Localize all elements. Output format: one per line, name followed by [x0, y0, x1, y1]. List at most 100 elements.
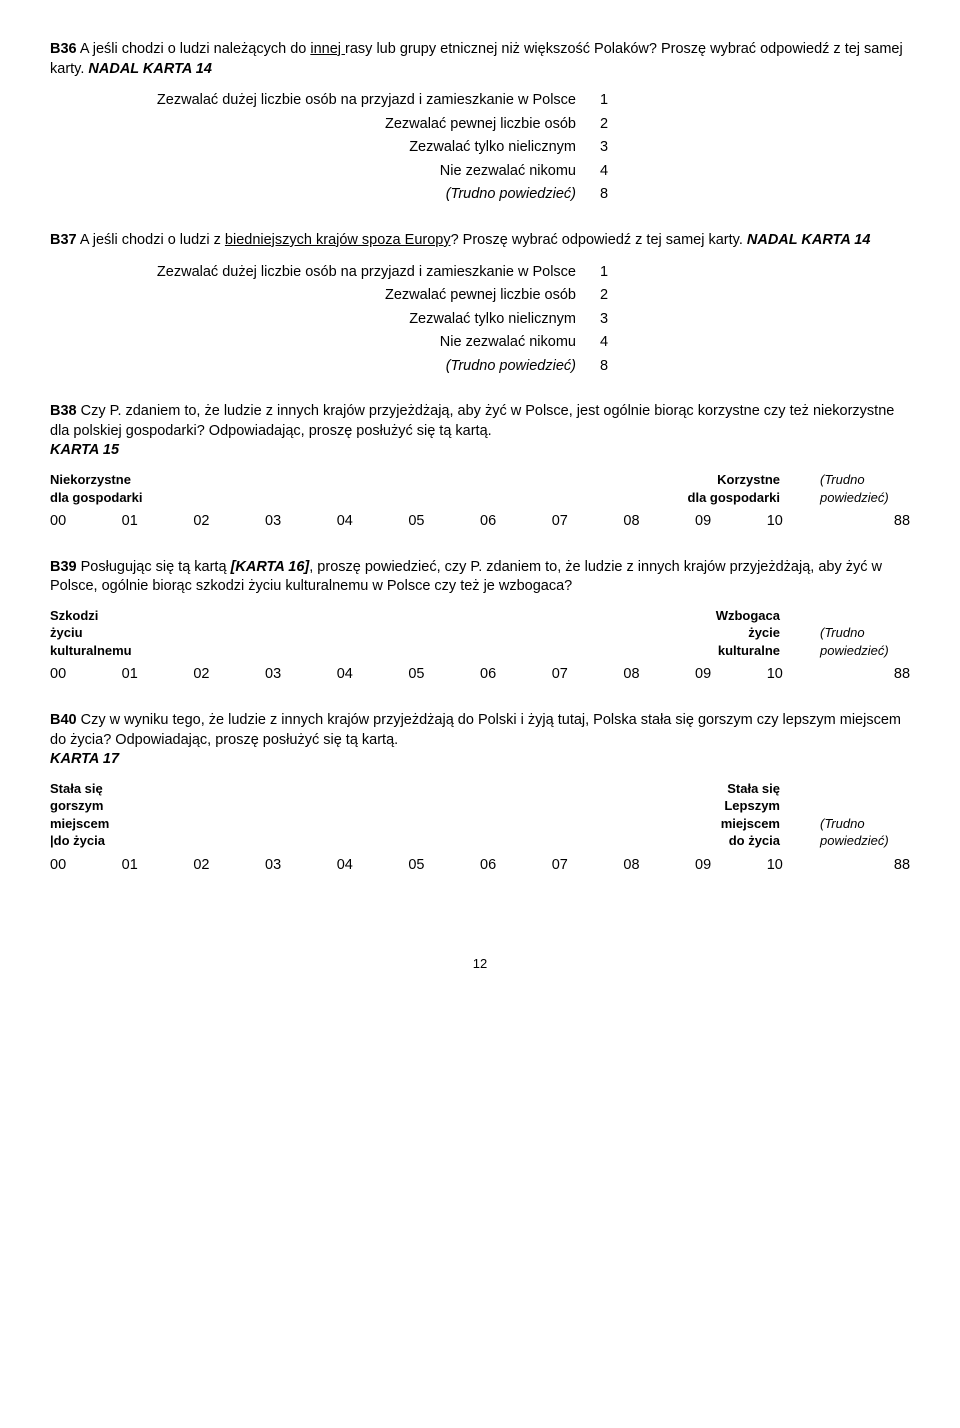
option-row: Zezwalać dużej liczbie osób na przyjazd … [50, 261, 910, 285]
question-b38: B38 Czy P. zdaniem to, że ludzie z innyc… [50, 402, 910, 461]
q-code: B40 [50, 712, 77, 728]
scale-value: 00 [50, 512, 122, 532]
option-label: Zezwalać tylko nielicznym [409, 138, 600, 158]
scale-value: 10 [767, 512, 839, 532]
scale-value: 01 [122, 856, 194, 876]
option-label: Zezwalać tylko nielicznym [409, 310, 600, 330]
page-number: 12 [50, 955, 910, 973]
scale-value: 07 [552, 856, 624, 876]
option-number: 4 [600, 333, 910, 353]
option-number: 4 [600, 162, 910, 182]
scale-numbers: 000102030405060708091088 [50, 512, 910, 532]
scale-value: 00 [50, 856, 122, 876]
scale-value: 02 [193, 665, 265, 685]
scale-value: 06 [480, 665, 552, 685]
option-number: 1 [600, 91, 910, 111]
q-text: Posługując się tą kartą [77, 559, 231, 575]
option-label: Zezwalać pewnej liczbie osób [385, 286, 600, 306]
option-number: 2 [600, 115, 910, 135]
scale-value: 10 [767, 665, 839, 685]
scale-left-label: Stała sięgorszymmiejscem|do życia [50, 780, 109, 850]
q-code: B38 [50, 403, 77, 419]
scale-value: 07 [552, 512, 624, 532]
q-code: B36 [50, 41, 77, 57]
option-row: Zezwalać pewnej liczbie osób2 [50, 284, 910, 308]
karta-ref: NADAL KARTA 14 [88, 61, 212, 77]
scale-value: 08 [623, 856, 695, 876]
scale-value: 02 [193, 512, 265, 532]
scale-value: 01 [122, 512, 194, 532]
option-label: (Trudno powiedzieć) [446, 357, 600, 377]
option-label: Nie zezwalać nikomu [440, 162, 600, 182]
scale-value: 88 [838, 512, 910, 532]
scale-value: 00 [50, 665, 122, 685]
scale-value: 09 [695, 856, 767, 876]
scale-left-label: Szkodziżyciukulturalnemu [50, 607, 132, 660]
options-b36: Zezwalać dużej liczbie osób na przyjazd … [50, 89, 910, 207]
scale-right-label: Wzbogacażyciekulturalne [716, 607, 820, 660]
scale-numbers: 000102030405060708091088 [50, 856, 910, 876]
option-row: Nie zezwalać nikomu4 [50, 160, 910, 184]
scale-right-label: Korzystnedla gospodarki [688, 471, 820, 506]
q-code: B39 [50, 559, 77, 575]
q-underline: innej [310, 41, 345, 57]
scale-value: 88 [838, 665, 910, 685]
question-b39: B39 Posługując się tą kartą [KARTA 16], … [50, 558, 910, 597]
q-text: Czy P. zdaniem to, że ludzie z innych kr… [50, 403, 894, 439]
scale-b40: Stała sięgorszymmiejscem|do życia Stała … [50, 780, 910, 876]
scale-value: 06 [480, 856, 552, 876]
scale-value: 01 [122, 665, 194, 685]
option-row: Zezwalać tylko nielicznym3 [50, 136, 910, 160]
scale-dk-label: (Trudnopowiedzieć) [820, 780, 910, 850]
scale-value: 02 [193, 856, 265, 876]
question-b40: B40 Czy w wyniku tego, że ludzie z innyc… [50, 711, 910, 770]
q-text: Czy w wyniku tego, że ludzie z innych kr… [50, 712, 901, 748]
q-code: B37 [50, 232, 77, 248]
option-row: Zezwalać tylko nielicznym3 [50, 308, 910, 332]
q-text: A jeśli chodzi o ludzi z [77, 232, 225, 248]
scale-value: 03 [265, 665, 337, 685]
option-label: Zezwalać dużej liczbie osób na przyjazd … [157, 91, 600, 111]
option-row: Zezwalać pewnej liczbie osób2 [50, 113, 910, 137]
question-b36: B36 A jeśli chodzi o ludzi należących do… [50, 40, 910, 79]
option-row: Zezwalać dużej liczbie osób na przyjazd … [50, 89, 910, 113]
scale-value: 07 [552, 665, 624, 685]
option-number: 3 [600, 138, 910, 158]
option-number: 8 [600, 357, 910, 377]
option-label: Nie zezwalać nikomu [440, 333, 600, 353]
scale-value: 05 [408, 512, 480, 532]
option-row: Nie zezwalać nikomu4 [50, 331, 910, 355]
option-row: (Trudno powiedzieć)8 [50, 183, 910, 207]
question-b37: B37 A jeśli chodzi o ludzi z biedniejszy… [50, 231, 910, 251]
scale-b38: Niekorzystnedla gospodarki Korzystnedla … [50, 471, 910, 532]
scale-value: 03 [265, 512, 337, 532]
option-label: Zezwalać dużej liczbie osób na przyjazd … [157, 263, 600, 283]
options-b37: Zezwalać dużej liczbie osób na przyjazd … [50, 261, 910, 379]
scale-left-label: Niekorzystnedla gospodarki [50, 471, 142, 506]
scale-value: 04 [337, 856, 409, 876]
scale-value: 08 [623, 512, 695, 532]
option-number: 3 [600, 310, 910, 330]
option-number: 2 [600, 286, 910, 306]
scale-numbers: 000102030405060708091088 [50, 665, 910, 685]
option-number: 8 [600, 185, 910, 205]
q-text: ? Proszę wybrać odpowiedź z tej samej ka… [451, 232, 747, 248]
scale-value: 09 [695, 665, 767, 685]
scale-value: 04 [337, 512, 409, 532]
karta-ref: KARTA 15 [50, 442, 119, 458]
karta-ref-inline: [KARTA 16] [231, 559, 310, 575]
option-label: Zezwalać pewnej liczbie osób [385, 115, 600, 135]
scale-right-label: Stała sięLepszymmiejscemdo życia [721, 780, 820, 850]
scale-dk-label: (Trudnopowiedzieć) [820, 607, 910, 660]
scale-value: 05 [408, 665, 480, 685]
option-number: 1 [600, 263, 910, 283]
scale-value: 06 [480, 512, 552, 532]
scale-value: 88 [838, 856, 910, 876]
option-label: (Trudno powiedzieć) [446, 185, 600, 205]
option-row: (Trudno powiedzieć)8 [50, 355, 910, 379]
karta-ref: NADAL KARTA 14 [747, 232, 871, 248]
scale-value: 10 [767, 856, 839, 876]
karta-ref: KARTA 17 [50, 751, 119, 767]
scale-value: 09 [695, 512, 767, 532]
scale-value: 03 [265, 856, 337, 876]
